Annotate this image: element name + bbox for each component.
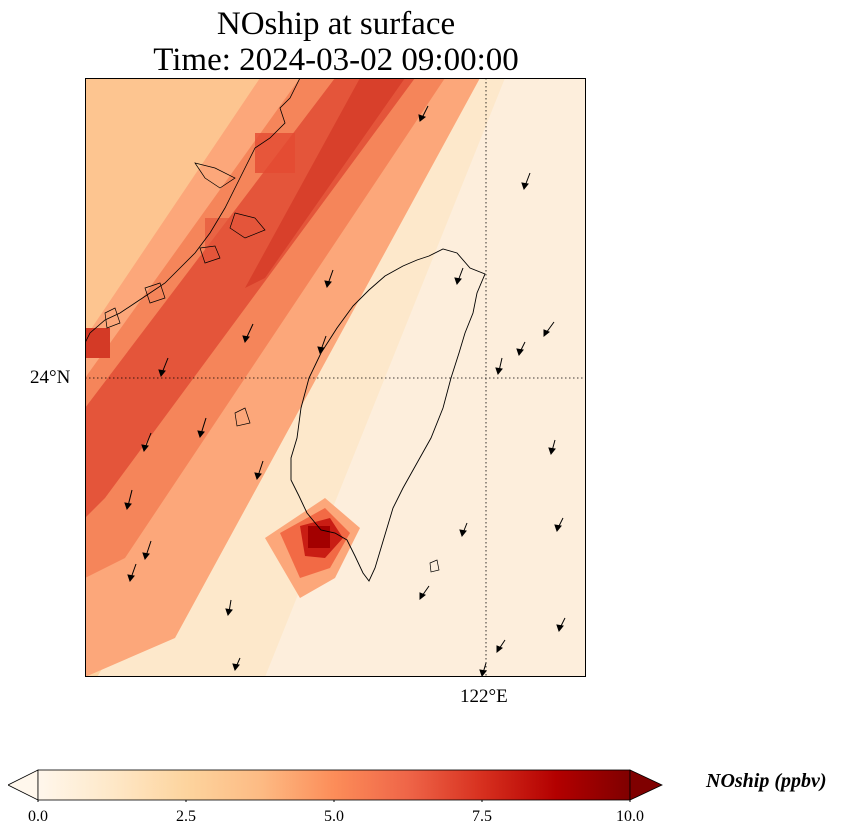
colorbar-extend-high <box>629 769 663 801</box>
colorbar-tick-2: 5.0 <box>324 808 344 825</box>
wind-arrow <box>242 323 254 344</box>
wind-arrow <box>142 540 152 561</box>
wind-arrow <box>454 267 464 286</box>
colorbar-tick-3: 7.5 <box>472 808 492 825</box>
wind-arrow <box>556 617 566 633</box>
wind-arrow <box>317 335 327 355</box>
colorbar-tick-0: 0.0 <box>28 808 48 825</box>
colorbar <box>8 769 663 802</box>
wind-arrow <box>254 460 264 481</box>
wind-arrow <box>554 517 564 533</box>
wind-arrow <box>496 639 506 654</box>
taiwan-coastline <box>290 248 486 582</box>
map-plot <box>85 78 586 677</box>
wind-arrow <box>543 321 555 338</box>
wind-arrow <box>459 522 468 538</box>
wind-arrow <box>141 432 152 453</box>
longitude-label: 122°E <box>460 686 508 707</box>
wind-arrow <box>225 599 233 617</box>
colorbar-gradient <box>37 769 631 801</box>
wind-arrow <box>324 269 334 289</box>
wind-arrow <box>479 662 487 677</box>
plume-outer <box>85 78 480 677</box>
wind-arrow <box>158 357 169 378</box>
wind-arrow <box>418 105 429 122</box>
wind-vectors <box>124 105 566 677</box>
plume-core <box>85 78 415 518</box>
latitude-label: 24°N <box>30 367 71 388</box>
wind-arrow <box>548 439 556 456</box>
heatmap-field <box>85 78 586 677</box>
mainland-coastline <box>85 78 301 344</box>
colorbar-tick-1: 2.5 <box>176 808 196 825</box>
wind-arrow <box>127 563 137 583</box>
wind-arrow <box>495 357 503 376</box>
colorbar-extend-low <box>8 769 39 801</box>
wind-arrow <box>124 489 133 511</box>
wind-arrow <box>521 172 531 191</box>
colorbar-label: NOship (ppbv) <box>706 770 827 792</box>
map-title-line1: NOship at surface <box>216 6 456 42</box>
wind-arrow <box>516 341 526 357</box>
map-title-line2: Time: 2024-03-02 09:00:00 <box>153 42 519 78</box>
plume-mid <box>85 78 445 578</box>
hotspot <box>265 498 360 598</box>
wind-arrow <box>197 417 207 439</box>
wind-arrow <box>419 585 430 601</box>
wind-arrow <box>232 657 241 672</box>
colorbar-tick-4: 10.0 <box>616 808 644 825</box>
